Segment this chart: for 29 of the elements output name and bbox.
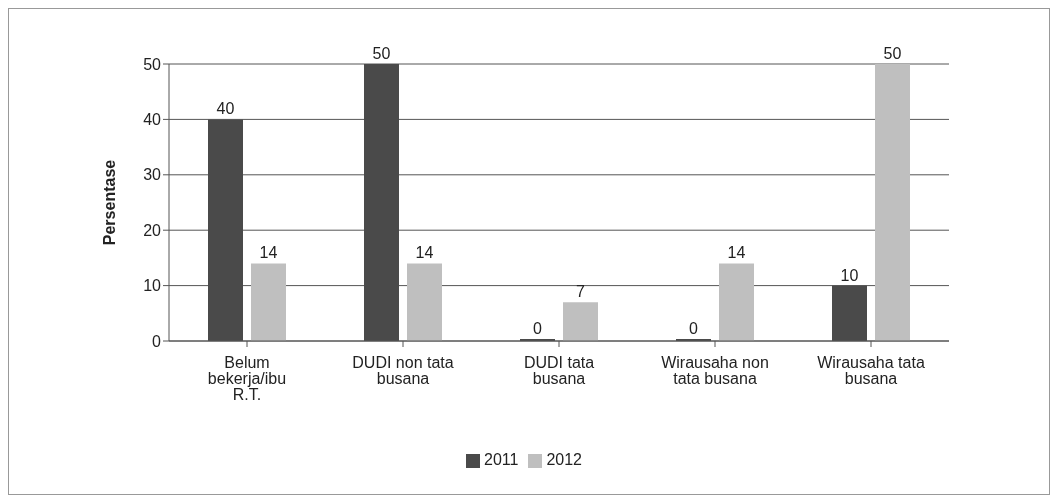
- data-label: 50: [372, 45, 391, 62]
- y-tick-label: 40: [143, 111, 162, 129]
- y-tick-label: 50: [143, 55, 162, 73]
- y-axis-title: Persentase: [100, 159, 118, 246]
- legend-label: 2011: [484, 451, 519, 468]
- data-label: 0: [533, 320, 543, 337]
- x-tick-label: Wirausaha tata busana: [817, 354, 925, 388]
- x-tick-label: DUDI tata busana: [523, 354, 595, 388]
- x-tick-label: Wirausaha non tata busana: [661, 354, 769, 388]
- bar: [407, 263, 442, 341]
- bar: [563, 302, 598, 341]
- y-tick-label: 20: [143, 221, 162, 239]
- data-label: 14: [259, 244, 278, 262]
- bar: [875, 64, 910, 341]
- data-label: 10: [840, 266, 859, 284]
- legend-label: 2012: [546, 451, 582, 468]
- data-label: 40: [216, 100, 235, 118]
- x-tick-label: DUDI non tata busana: [352, 354, 454, 388]
- y-tick-label: 10: [143, 277, 162, 295]
- bar: [719, 263, 754, 341]
- data-label: 50: [883, 45, 902, 62]
- bar: [251, 263, 286, 341]
- data-label: 0: [689, 320, 699, 337]
- x-tick-label: Belum bekerja/ibu R.T.: [207, 354, 287, 404]
- y-tick-label: 0: [152, 332, 162, 350]
- data-label: 7: [576, 283, 586, 301]
- y-tick-label: 30: [143, 166, 162, 184]
- data-label: 14: [727, 244, 746, 262]
- data-label: 14: [415, 244, 434, 262]
